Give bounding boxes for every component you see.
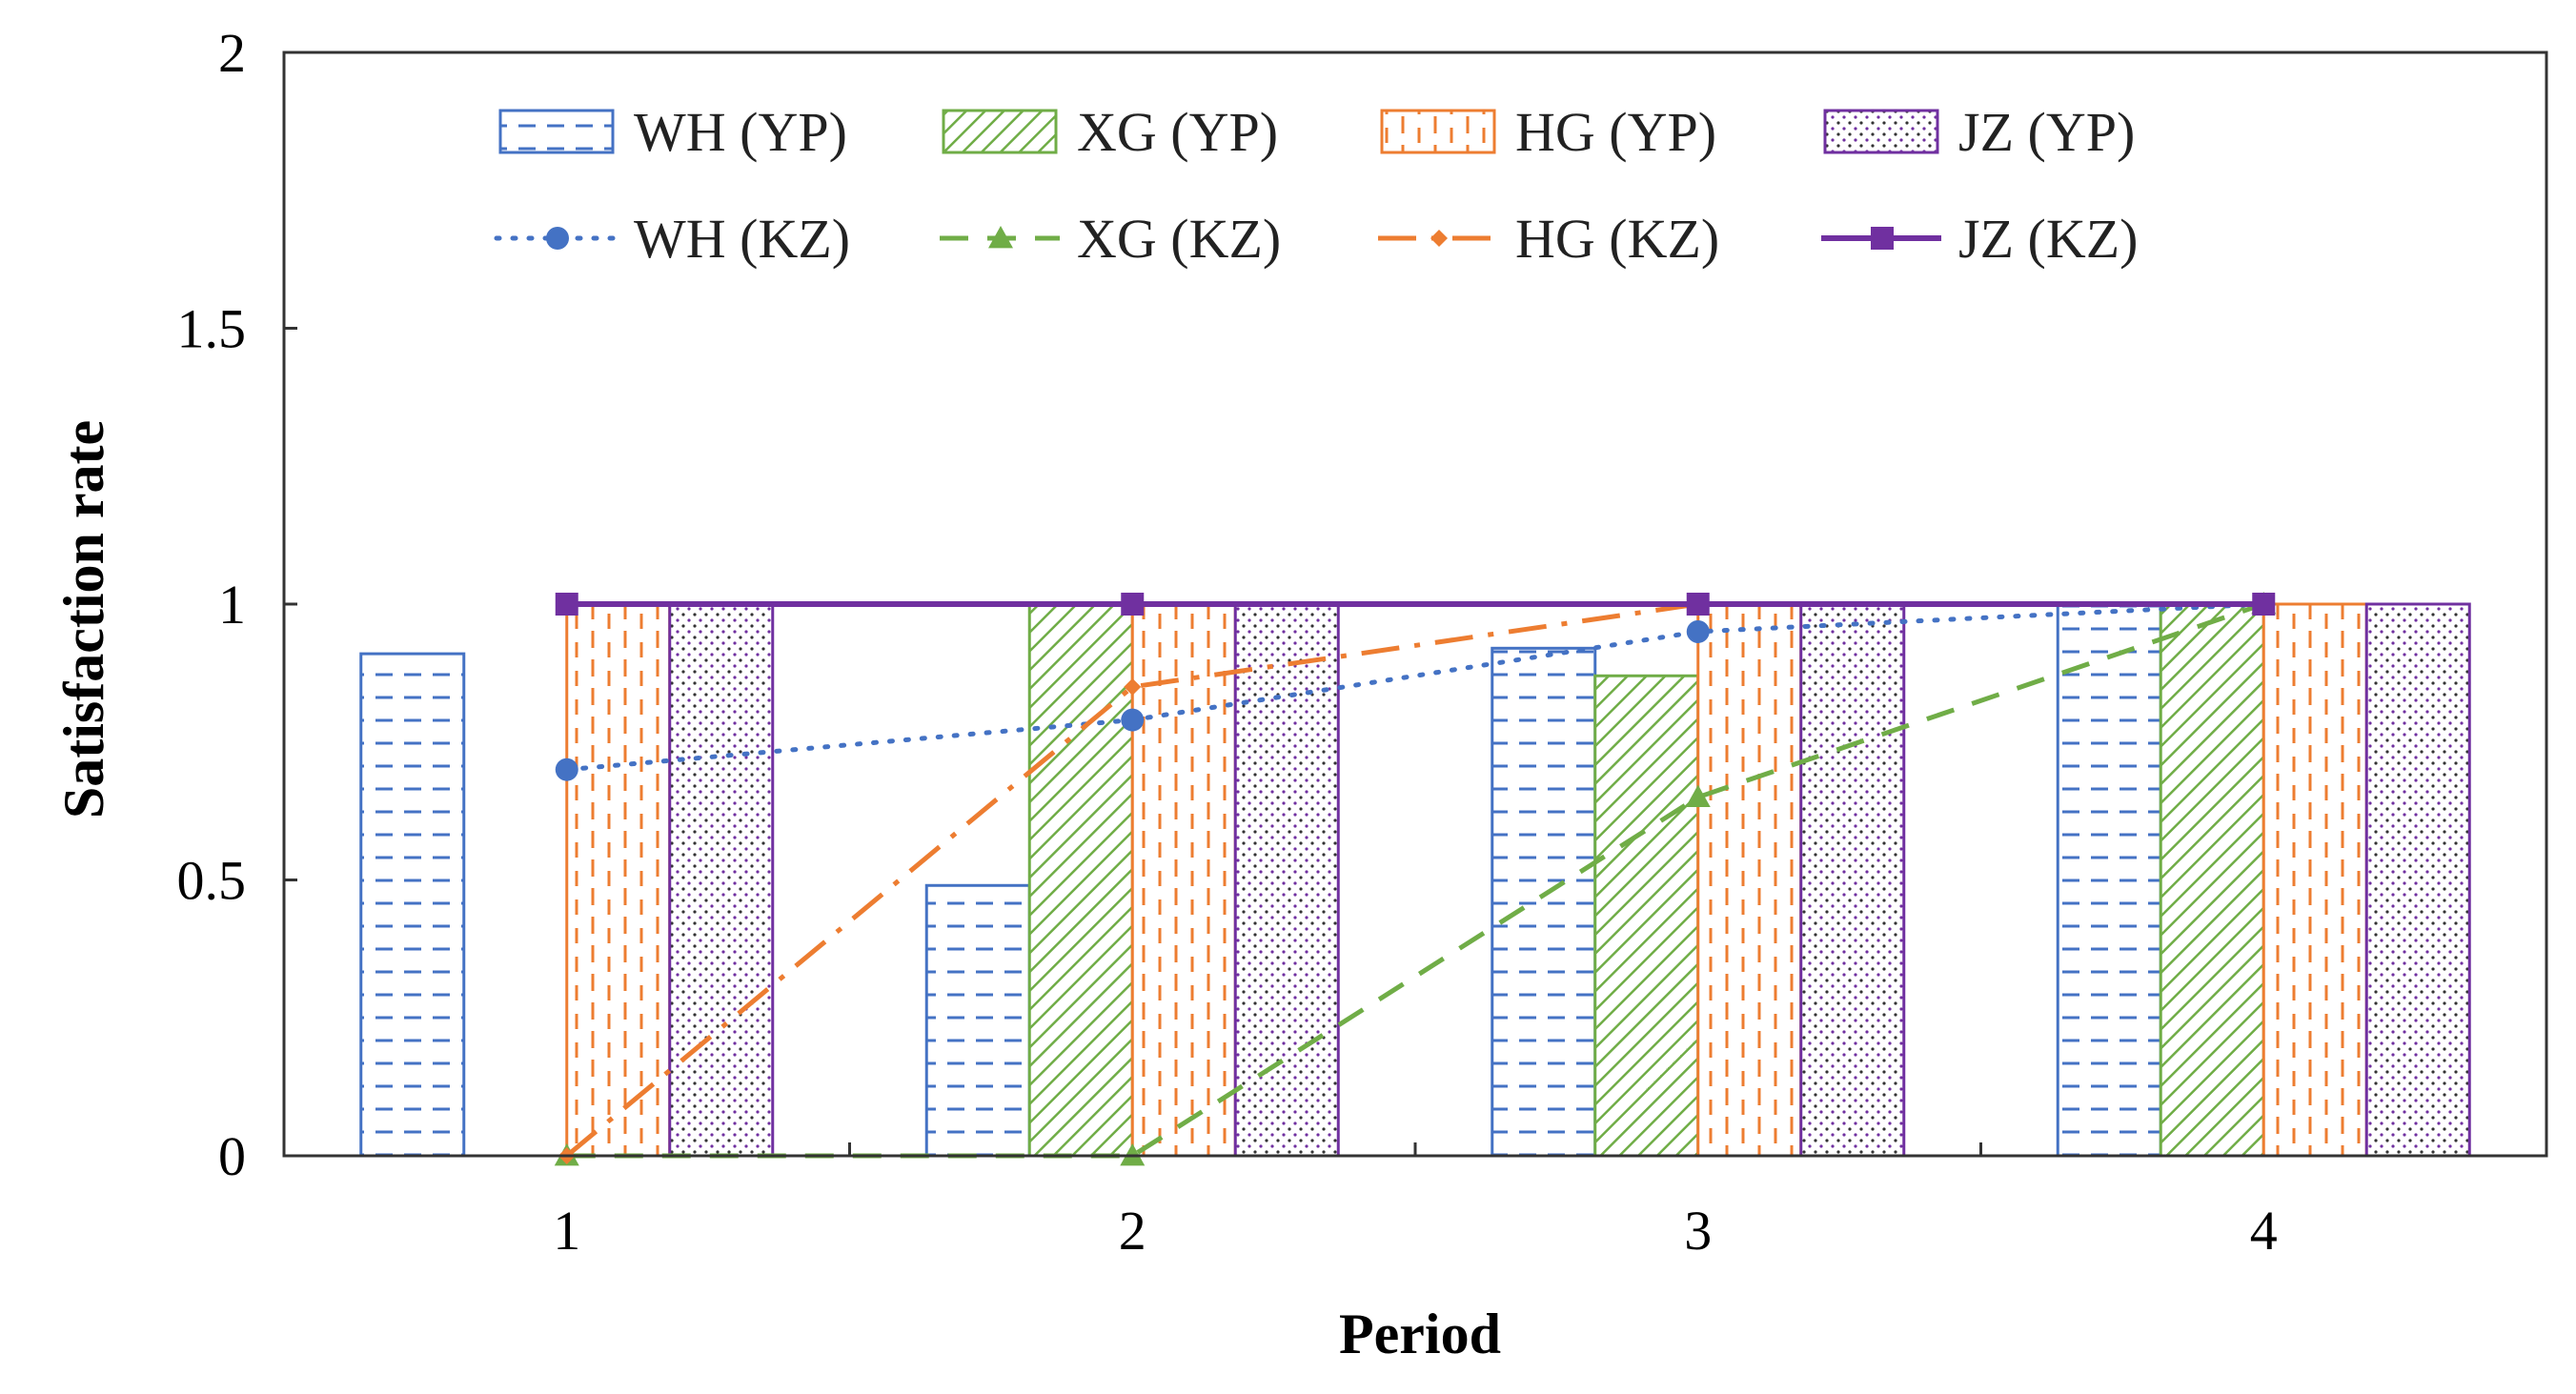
x-tick-label: 1 [553,1200,580,1262]
marker-hg-kz-period-2 [1124,677,1142,696]
bar-jz-yp-period-1 [668,602,775,1158]
legend-swatch-wh-yp [498,109,615,154]
marker-jz-kz-period-4 [2252,593,2276,616]
legend-label-wh-kz: WH (KZ) [634,208,850,270]
bar-wh-yp-period-2 [924,883,1031,1158]
marker-jz-kz-period-1 [555,593,578,616]
marker-wh-kz-period-3 [1686,619,1710,643]
legend-marker-wh-kz [546,227,569,250]
legend-label-xg-yp: XG (YP) [1077,101,1278,163]
marker-xg-kz-period-3 [1685,784,1711,808]
legend-swatch-jz-yp [1823,109,1939,154]
bar-wh-yp-period-4 [2056,602,2162,1158]
legend-label-hg-yp: HG (YP) [1515,101,1716,163]
y-tick-label: 2 [218,22,246,84]
x-tick-label: 3 [1684,1200,1712,1262]
y-tick-label: 1 [218,574,246,636]
bar-hg-yp-period-3 [1696,602,1803,1158]
y-tick-label: 0 [218,1125,246,1187]
x-tick-label: 4 [2250,1200,2278,1262]
legend-label-wh-yp: WH (YP) [634,101,847,163]
marker-wh-kz-period-2 [1121,708,1145,732]
legend-label-jz-yp: JZ (YP) [1958,101,2135,163]
legend-swatch-hg-yp [1380,109,1496,154]
bar-wh-yp-period-3 [1491,646,1597,1158]
legend-swatch-xg-yp [942,109,1058,154]
legend: WH (YP) XG (YP) HG (YP) JZ (YP) WH (KZ) XG (K… [494,101,2138,270]
x-axis: 1 2 3 4 [553,1142,2278,1262]
bar-wh-yp-period-1 [359,652,466,1158]
marker-wh-kz-period-1 [555,758,578,781]
bars-layer [359,602,2471,1158]
y-tick-label: 0.5 [177,850,247,912]
legend-label-jz-kz: JZ (KZ) [1958,208,2138,270]
bar-jz-yp-period-3 [1799,602,1906,1158]
lines-layer [554,592,2277,1166]
x-tick-label: 2 [1119,1200,1146,1262]
bar-xg-yp-period-4 [2159,602,2265,1158]
legend-label-xg-kz: XG (KZ) [1077,208,1281,270]
bar-xg-yp-period-2 [1027,602,1134,1158]
bar-jz-yp-period-2 [1233,602,1340,1158]
line-wh-kz [564,601,2266,773]
legend-marker-xg-kz [988,226,1013,249]
bar-hg-yp-period-1 [565,602,672,1158]
bar-xg-yp-period-3 [1593,674,1700,1158]
legend-label-hg-kz: HG (KZ) [1515,208,1719,270]
legend-marker-hg-kz [1430,230,1448,247]
bar-hg-yp-period-4 [2262,602,2368,1158]
x-axis-title: Period [1339,1303,1501,1365]
y-axis: 0 0.5 1 1.5 2 [177,22,297,1187]
y-tick-label: 1.5 [177,298,247,360]
bar-jz-yp-period-4 [2364,602,2471,1158]
y-axis-title: Satisfaction rate [52,420,115,818]
bar-hg-yp-period-2 [1130,602,1237,1158]
legend-marker-jz-kz [1871,227,1894,250]
marker-jz-kz-period-2 [1121,593,1145,616]
line-xg-kz [566,601,2265,1159]
marker-jz-kz-period-3 [1686,593,1710,616]
